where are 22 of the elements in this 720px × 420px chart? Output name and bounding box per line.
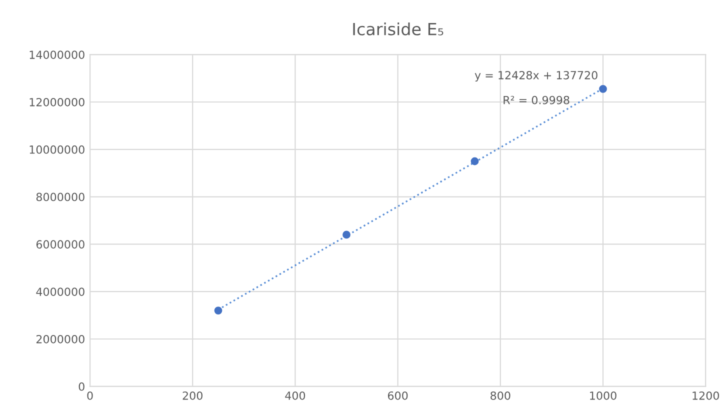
y-tick-label: 2000000 <box>36 334 84 344</box>
x-tick-label: 200 <box>182 391 202 400</box>
x-tick-label: 1000 <box>590 391 616 400</box>
x-tick-label: 1200 <box>692 391 719 400</box>
y-tick-label: 4000000 <box>36 288 84 296</box>
point <box>599 85 607 93</box>
annotation: y = 12428x + 137720 <box>474 70 598 82</box>
y-tick-label: 8000000 <box>36 192 84 202</box>
y-tick-label: 6000000 <box>36 240 84 249</box>
point <box>214 306 222 315</box>
x-tick-label: 0 <box>87 391 93 400</box>
point <box>470 157 479 166</box>
y-tick-label: 10000000 <box>30 145 84 154</box>
chart-title: Icariside E₅ <box>353 22 444 36</box>
point <box>342 230 350 239</box>
x-tick-label: 400 <box>285 391 306 400</box>
x-tick-label: 800 <box>490 391 510 400</box>
x-tick-label: 600 <box>388 391 408 400</box>
annotation: R² = 0.9998 <box>504 96 570 104</box>
y-tick-label: 12000000 <box>30 98 84 106</box>
y-tick-label: 0 <box>78 382 84 391</box>
y-tick-label: 14000000 <box>30 50 84 59</box>
